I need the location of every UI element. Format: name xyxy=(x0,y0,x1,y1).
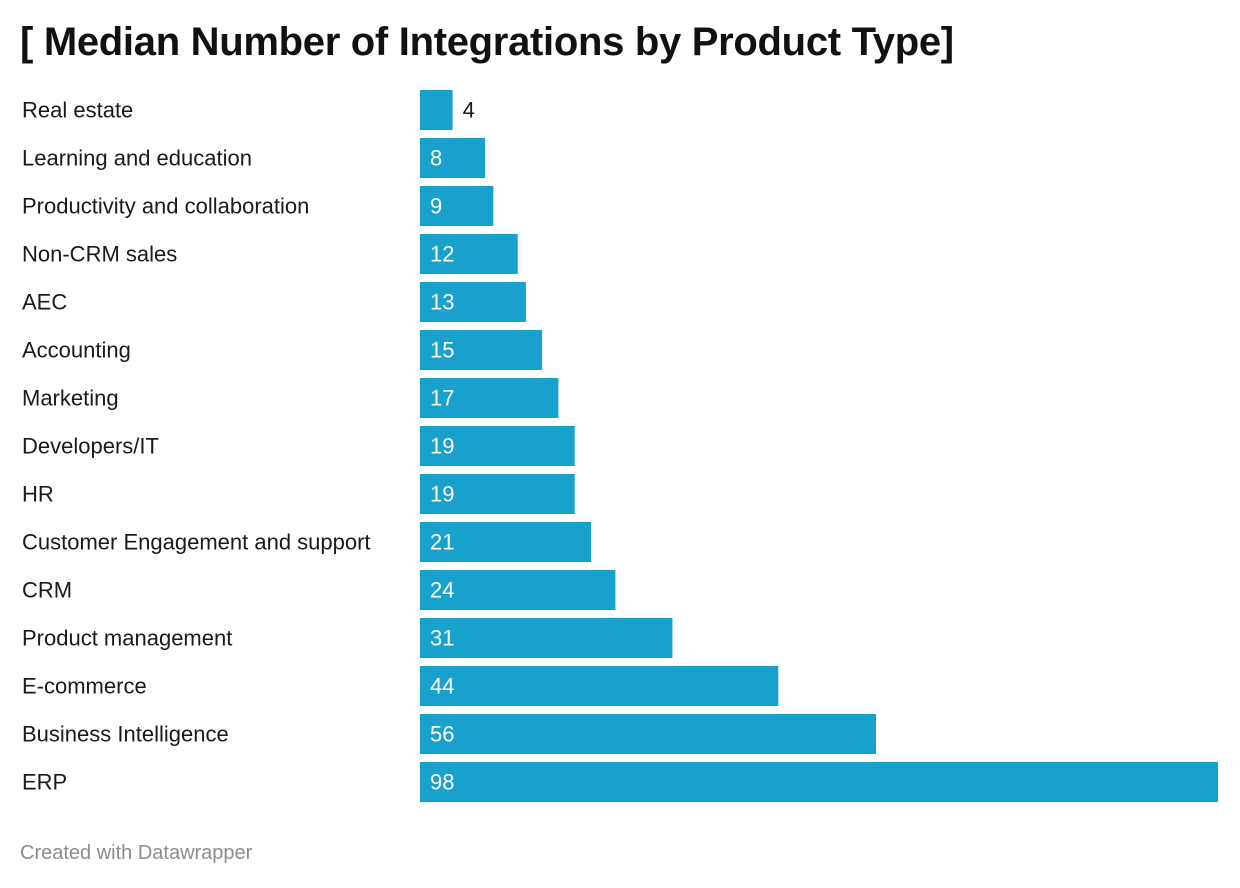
bar xyxy=(420,378,559,418)
value-label: 15 xyxy=(430,338,454,363)
category-label: HR xyxy=(22,482,54,507)
value-label: 56 xyxy=(430,722,454,747)
category-label: Marketing xyxy=(22,386,119,411)
bar xyxy=(420,138,486,178)
value-label: 13 xyxy=(430,290,454,315)
value-label: 19 xyxy=(430,434,454,459)
bar-row: Learning and education 8 xyxy=(22,138,486,178)
category-label: Business Intelligence xyxy=(22,722,229,747)
bar xyxy=(420,426,575,466)
bar xyxy=(420,570,616,610)
bar-row: AEC 13 xyxy=(22,282,526,322)
bar-row: ERP 98 xyxy=(22,762,1218,802)
bar-row: Developers/IT 19 xyxy=(22,426,575,466)
bar-row: Productivity and collaboration 9 xyxy=(22,186,494,226)
bar-row: Marketing 17 xyxy=(22,378,559,418)
category-label: CRM xyxy=(22,578,72,603)
bar xyxy=(420,762,1218,802)
category-label: Productivity and collaboration xyxy=(22,194,309,219)
bar xyxy=(420,282,526,322)
value-label: 98 xyxy=(430,770,454,795)
bar-row: Product management 31 xyxy=(22,618,673,658)
bar-row: Real estate 4 xyxy=(22,90,475,130)
category-label: E-commerce xyxy=(22,674,147,699)
value-label: 19 xyxy=(430,482,454,507)
bar xyxy=(420,234,518,274)
bar-row: CRM 24 xyxy=(22,570,616,610)
bar-row: Non-CRM sales 12 xyxy=(22,234,518,274)
bar-row: Accounting 15 xyxy=(22,330,543,370)
value-label: 9 xyxy=(430,194,442,219)
value-label: 17 xyxy=(430,386,454,411)
value-label: 44 xyxy=(430,674,454,699)
bar xyxy=(420,522,591,562)
bar xyxy=(420,330,543,370)
value-label: 8 xyxy=(430,146,442,171)
value-label: 4 xyxy=(463,98,475,123)
bar xyxy=(420,186,494,226)
category-label: AEC xyxy=(22,290,67,315)
category-label: Product management xyxy=(22,626,232,651)
category-label: Customer Engagement and support xyxy=(22,530,371,555)
bar-row: E-commerce 44 xyxy=(22,666,779,706)
value-label: 21 xyxy=(430,530,454,555)
footer-credit: Created with Datawrapper xyxy=(20,842,253,864)
bar xyxy=(420,666,779,706)
category-label: ERP xyxy=(22,770,67,795)
category-label: Real estate xyxy=(22,98,133,123)
bar-row: Business Intelligence 56 xyxy=(22,714,876,754)
category-label: Developers/IT xyxy=(22,434,159,459)
chart-title: [ Median Number of Integrations by Produ… xyxy=(20,20,954,64)
value-label: 12 xyxy=(430,242,454,267)
category-label: Accounting xyxy=(22,338,131,363)
category-label: Non-CRM sales xyxy=(22,242,177,267)
bar-row: Customer Engagement and support 21 xyxy=(22,522,591,562)
category-label: Learning and education xyxy=(22,146,252,171)
bar xyxy=(420,474,575,514)
value-label: 24 xyxy=(430,578,454,603)
bar-row: HR 19 xyxy=(22,474,575,514)
bar-chart: Real estate 4 Learning and education 8 Produ… xyxy=(22,90,1218,802)
bar xyxy=(420,714,876,754)
bar xyxy=(420,618,673,658)
bar xyxy=(420,90,453,130)
value-label: 31 xyxy=(430,626,454,651)
